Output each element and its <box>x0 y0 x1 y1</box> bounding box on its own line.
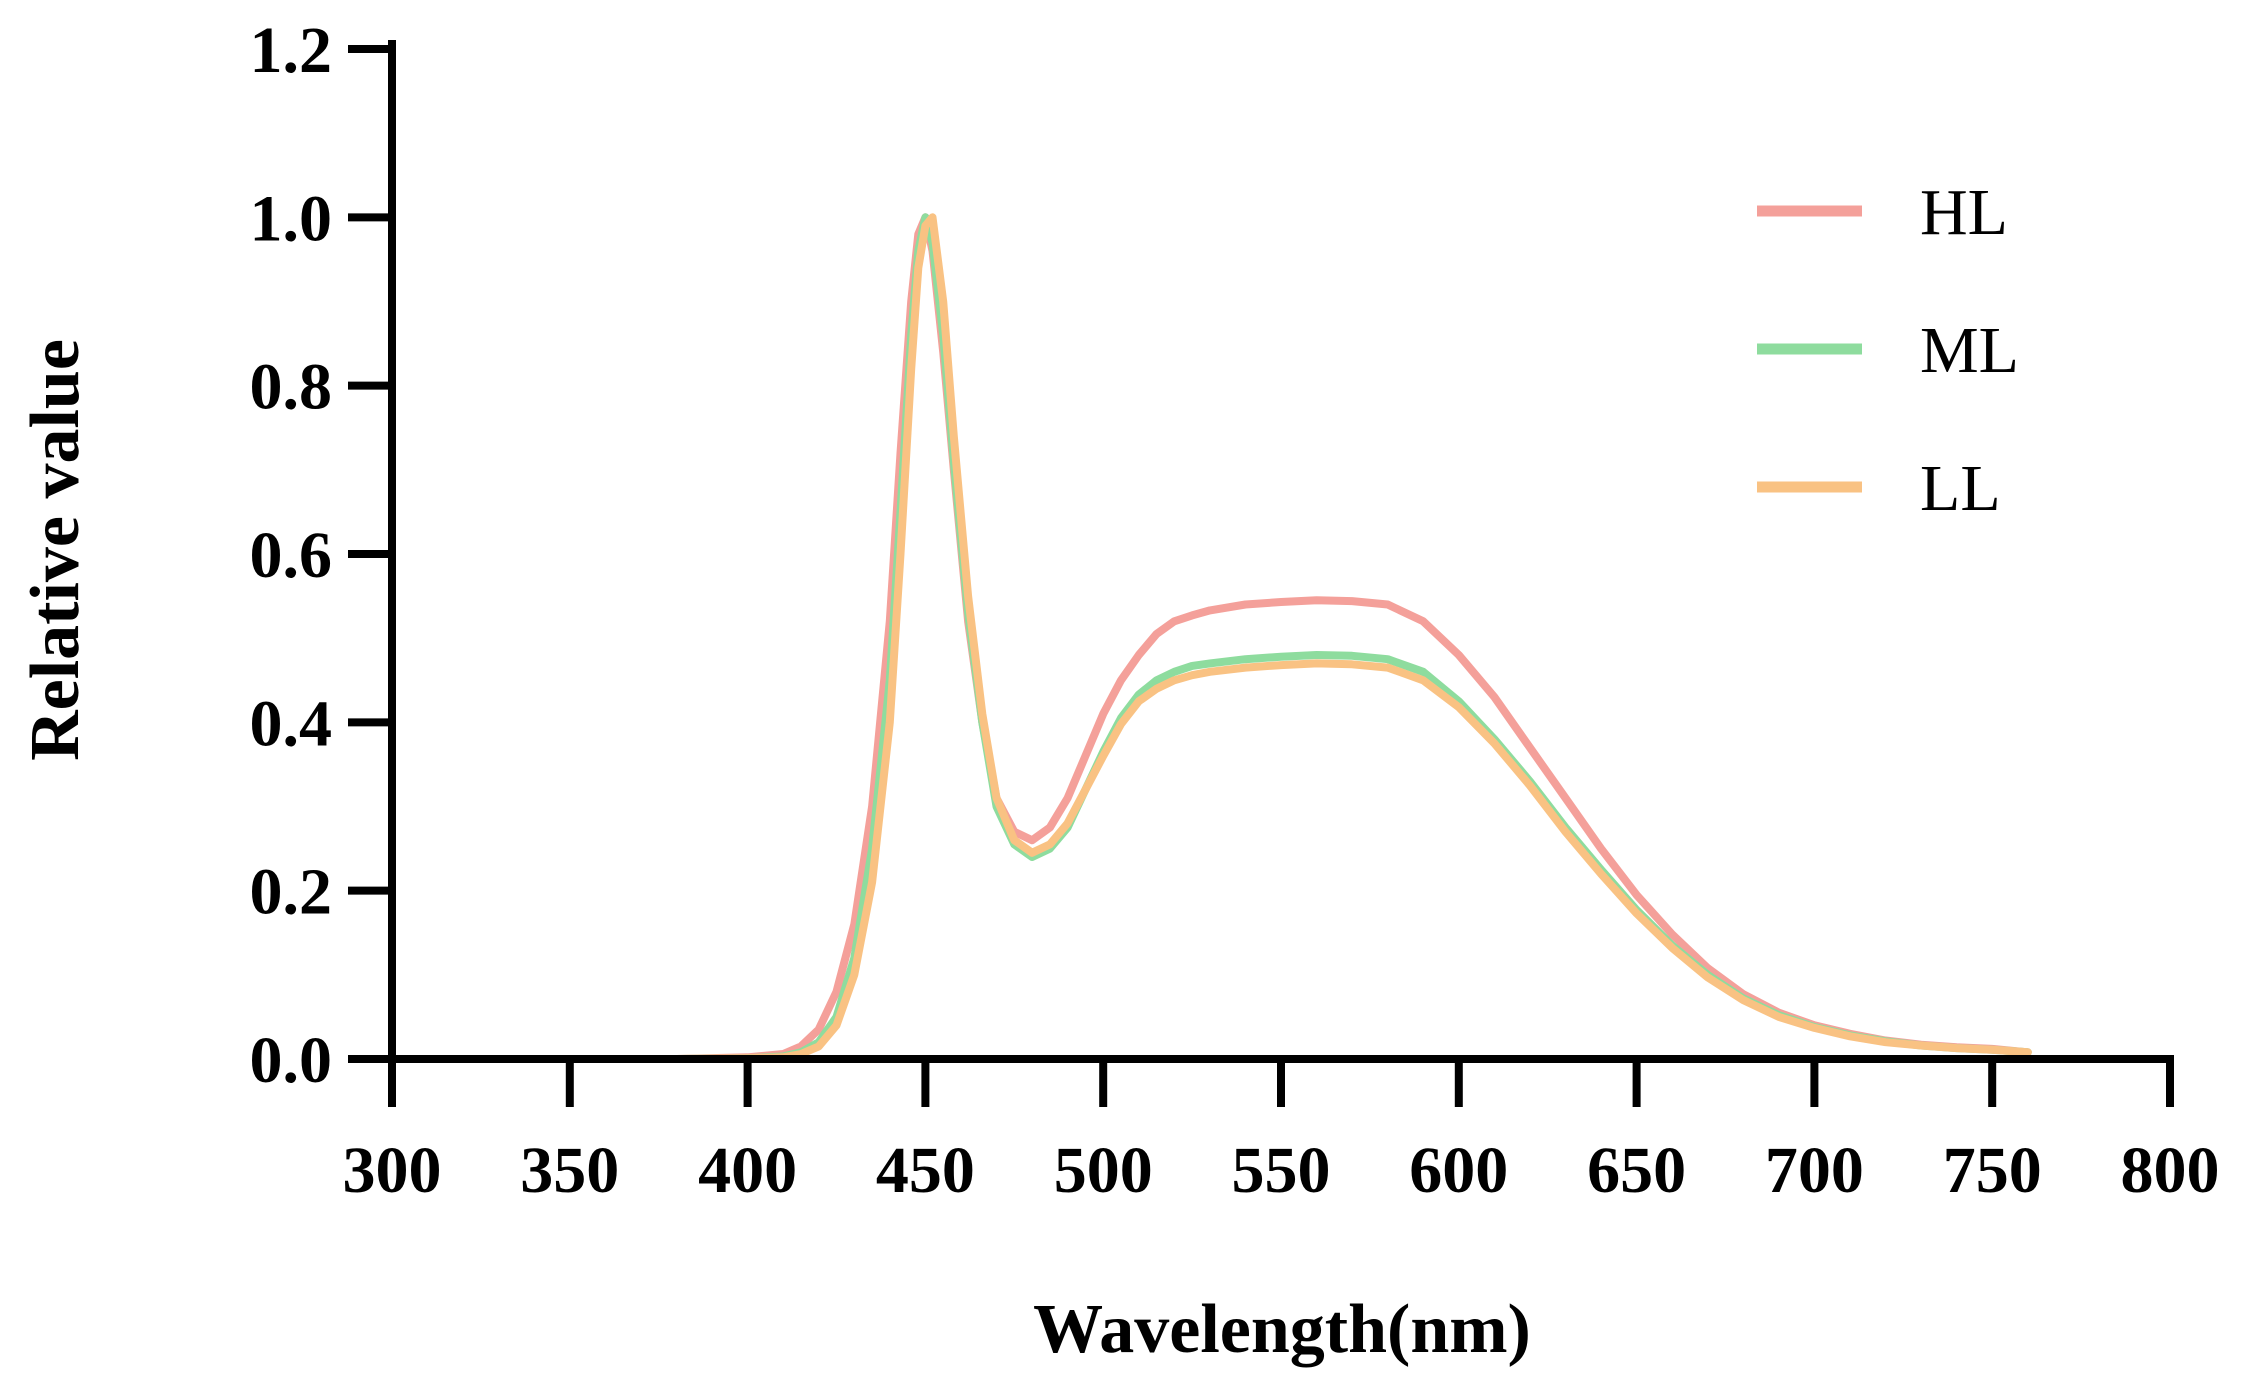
legend-label: HL <box>1920 176 2008 249</box>
legend-label: LL <box>1920 452 2001 525</box>
x-tick-label: 650 <box>1587 1134 1686 1207</box>
series-line-ll <box>601 213 2032 1063</box>
x-tick-label: 800 <box>2121 1134 2220 1207</box>
axes-layer <box>388 40 2174 1063</box>
y-tick-label: 0.8 <box>250 351 333 424</box>
y-tick-label: 1.0 <box>250 182 333 255</box>
x-tick-label: 350 <box>520 1134 619 1207</box>
y-tick-label: 0.2 <box>250 856 333 929</box>
legend-item-ll: LL <box>1757 452 2001 525</box>
x-tick-label: 750 <box>1943 1134 2042 1207</box>
x-tick-label: 600 <box>1409 1134 1508 1207</box>
series-layer <box>601 213 2032 1063</box>
y-axis-title: Relative value <box>17 339 94 761</box>
legend: HL ML LL <box>1757 176 2019 525</box>
x-tick-label: 500 <box>1054 1134 1153 1207</box>
ticks-layer: 300 350 400 450 500 550 600 650 700 750 800 0.0 0.2 0… <box>250 14 2220 1207</box>
y-tick-label: 0.4 <box>250 687 333 760</box>
legend-label: ML <box>1920 314 2019 387</box>
x-tick-label: 400 <box>698 1134 797 1207</box>
x-tick-label: 450 <box>876 1134 975 1207</box>
y-tick-label: 0.0 <box>250 1024 333 1097</box>
legend-item-hl: HL <box>1757 176 2008 249</box>
y-tick-label: 1.2 <box>250 14 333 87</box>
legend-item-ml: ML <box>1757 314 2019 387</box>
x-tick-label: 300 <box>343 1134 442 1207</box>
x-tick-label: 700 <box>1765 1134 1864 1207</box>
x-tick-label: 550 <box>1232 1134 1331 1207</box>
x-axis-title: Wavelength(nm) <box>1033 1291 1531 1368</box>
y-tick-label: 0.6 <box>250 519 333 592</box>
